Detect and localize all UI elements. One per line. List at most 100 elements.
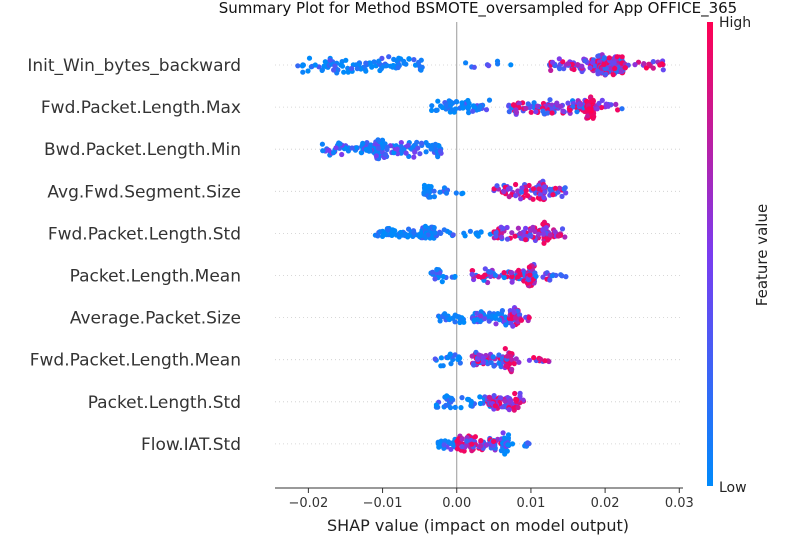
shap-point — [657, 62, 663, 68]
shap-point — [512, 390, 518, 397]
shap-point — [417, 151, 423, 157]
shap-point — [349, 65, 355, 72]
shap-point — [475, 273, 482, 280]
shap-point — [511, 361, 517, 367]
shap-point — [530, 196, 536, 202]
shap-point — [519, 185, 525, 191]
shap-point — [605, 103, 611, 109]
shap-point — [554, 100, 560, 106]
shap-point — [504, 236, 511, 242]
shap-point — [364, 140, 370, 146]
x-tick-label: 0.00 — [442, 496, 471, 511]
shap-point — [468, 437, 474, 443]
shap-point — [504, 448, 510, 454]
shap-point — [491, 363, 497, 369]
feature-label: Bwd.Packet.Length.Min — [44, 140, 241, 160]
shap-point — [499, 308, 505, 314]
feature-row-points — [432, 346, 552, 375]
shap-point — [501, 188, 507, 195]
shap-point — [442, 311, 448, 317]
shap-point — [390, 62, 396, 69]
shap-point — [484, 442, 490, 448]
shap-point — [509, 230, 515, 236]
shap-point — [569, 61, 575, 68]
shap-point — [471, 362, 477, 368]
feature-gridlines — [275, 64, 683, 445]
shap-point — [494, 183, 500, 189]
shap-point — [541, 195, 547, 201]
shap-point — [567, 107, 573, 113]
shap-point — [574, 109, 580, 115]
shap-point — [471, 104, 477, 110]
shap-point — [516, 359, 522, 365]
feature-row-points — [372, 219, 568, 246]
shap-point — [560, 108, 566, 114]
shap-point — [463, 60, 469, 66]
shap-point — [498, 234, 505, 240]
shap-point — [518, 189, 525, 195]
shap-point — [486, 63, 492, 69]
shap-point — [536, 186, 542, 192]
shap-point — [558, 272, 564, 278]
shap-point — [366, 148, 372, 154]
shap-point — [513, 109, 520, 115]
shap-point — [389, 232, 395, 238]
shap-point — [528, 109, 534, 115]
shap-point — [579, 63, 585, 69]
feature-label: Init_Win_bytes_backward — [27, 56, 241, 76]
colorbar-low-label: Low — [719, 480, 747, 496]
shap-point — [477, 313, 484, 319]
shap-point — [650, 59, 656, 65]
shap-point — [295, 63, 301, 69]
feature-label: Fwd.Packet.Length.Mean — [30, 351, 241, 371]
shap-point — [547, 97, 553, 103]
shap-point — [465, 97, 471, 104]
shap-point — [345, 69, 351, 75]
feature-label: Packet.Length.Std — [88, 393, 241, 413]
shap-point — [543, 225, 549, 231]
shap-point — [478, 438, 484, 444]
shap-point — [504, 353, 510, 359]
shap-point — [493, 321, 499, 327]
shap-point — [363, 60, 369, 66]
shap-point — [440, 273, 446, 280]
shap-point — [469, 353, 475, 359]
feature-labels: Init_Win_bytes_backward Fwd.Packet.Length… — [27, 56, 241, 455]
shap-point — [437, 189, 443, 195]
shap-point — [526, 264, 533, 270]
x-tick-label: −0.01 — [363, 496, 403, 511]
shap-point — [632, 62, 638, 68]
shap-point — [527, 272, 533, 278]
shap-point — [512, 233, 518, 239]
colorbar-gradient — [707, 22, 713, 486]
shap-point — [460, 190, 466, 196]
shap-point — [382, 152, 389, 158]
shap-point — [464, 438, 470, 444]
shap-point — [498, 395, 504, 401]
shap-point — [439, 279, 445, 285]
shap-point — [507, 398, 513, 404]
shap-point — [496, 317, 502, 323]
shap-point — [534, 103, 541, 109]
shap-point — [552, 229, 558, 235]
shap-point — [500, 430, 506, 436]
shap-point — [622, 65, 629, 71]
shap-point — [595, 53, 601, 59]
shap-point — [375, 233, 381, 239]
shap-point — [460, 105, 466, 111]
shap-point — [438, 230, 444, 236]
shap-point — [327, 57, 333, 63]
shap-point — [441, 227, 447, 233]
shap-point — [416, 59, 422, 65]
shap-point — [449, 107, 455, 113]
shap-point — [477, 400, 483, 407]
shap-point — [390, 227, 396, 233]
shap-point — [548, 67, 554, 73]
shap-point — [469, 271, 475, 277]
shap-point — [503, 322, 509, 328]
shap-point — [398, 140, 404, 146]
shap-point — [547, 232, 553, 238]
feature-row-points — [428, 261, 569, 289]
shap-point — [523, 225, 529, 231]
shap-point — [415, 145, 421, 151]
